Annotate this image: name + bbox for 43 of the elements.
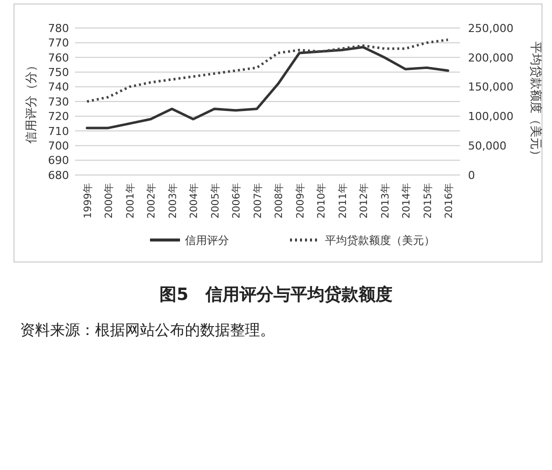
y-tick-label: 680 <box>48 168 69 182</box>
text: 图5 信用评分与平均贷款额度 <box>160 285 392 305</box>
x-tick-label: 2002年 <box>146 183 158 218</box>
y2-tick-label: 150,000 <box>468 80 514 94</box>
x-tick-label: 2013年 <box>379 183 392 218</box>
y-tick-label: 750 <box>48 66 69 79</box>
y-tick-label: 780 <box>48 22 69 35</box>
x-tick-label: 1999年 <box>82 183 94 218</box>
y-tick-label: 760 <box>48 51 69 64</box>
x-tick-label: 2001年 <box>124 183 136 218</box>
y2-tick-label: 250,000 <box>468 22 514 35</box>
legend-label: 平均贷款额度（美元） <box>325 234 435 247</box>
x-tick-label: 2000年 <box>103 183 116 218</box>
x-tick-label: 2014年 <box>400 183 413 218</box>
y-tick-label: 710 <box>48 124 69 138</box>
x-tick-label: 2007年 <box>252 183 264 218</box>
y-tick-label: 770 <box>48 36 69 50</box>
y-tick-label: 730 <box>48 95 69 108</box>
x-tick-label: 2009年 <box>294 183 306 218</box>
y2-axis-title: 平均贷款额度（美元） <box>529 42 543 162</box>
y2-tick-label: 50,000 <box>468 139 506 152</box>
x-tick-label: 2011年 <box>336 183 349 218</box>
line-series <box>86 38 450 103</box>
x-tick-label: 2010年 <box>316 183 328 218</box>
y2-tick-label: 100,000 <box>468 110 514 124</box>
x-tick-label: 2012年 <box>358 183 370 218</box>
x-tick-label: 2004年 <box>188 183 200 218</box>
x-tick-label: 2005年 <box>209 183 222 218</box>
x-tick-label: 2008年 <box>273 183 286 218</box>
x-tick-label: 2006年 <box>230 183 243 218</box>
y-axis-title: 信用评分（分） <box>24 60 38 144</box>
y-tick-label: 690 <box>48 154 69 168</box>
y-tick-label: 720 <box>48 110 69 124</box>
y-tick-label: 740 <box>48 80 69 94</box>
line-series <box>86 46 450 130</box>
y2-tick-label: 200,000 <box>468 51 514 64</box>
text: 资料来源：根据网站公布的数据整理。 <box>20 321 275 339</box>
y2-tick-label: 0 <box>468 168 475 182</box>
x-tick-label: 2003年 <box>166 183 179 218</box>
legend-label: 信用评分 <box>185 234 229 247</box>
x-tick-label: 2015年 <box>422 183 434 218</box>
y-tick-label: 700 <box>48 139 69 152</box>
x-tick-label: 2016年 <box>443 183 455 218</box>
